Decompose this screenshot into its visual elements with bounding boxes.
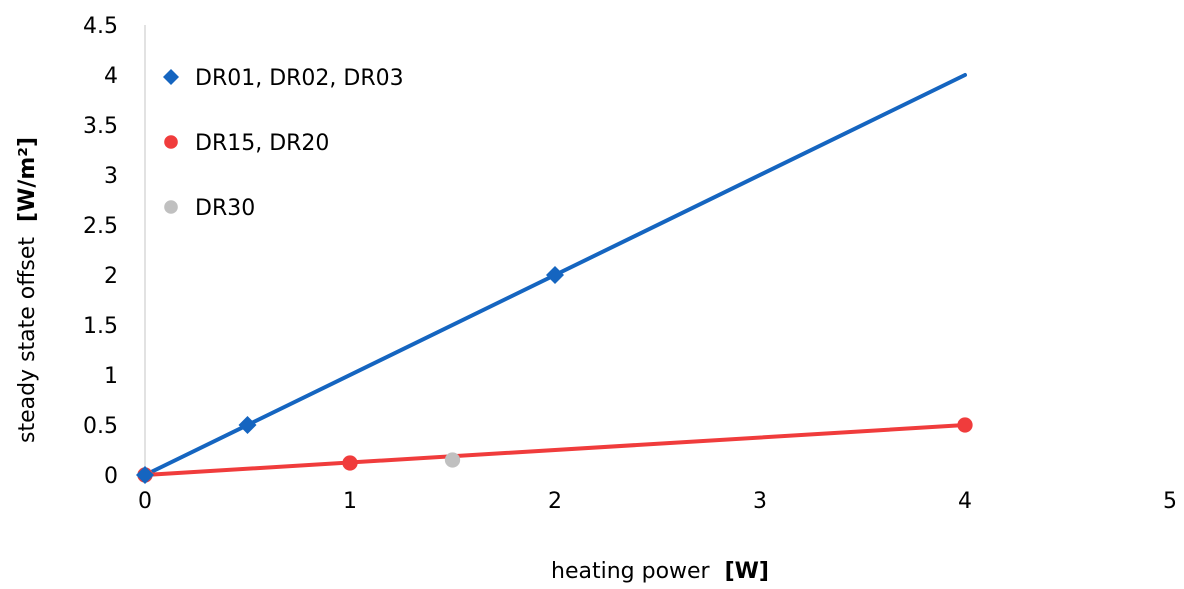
data-point [546,266,564,284]
legend-label: DR30 [195,196,255,221]
y-tick-label: 0 [104,464,118,489]
y-tick-label: 4.5 [83,14,118,39]
y-tick-label: 4 [104,64,118,89]
x-tick-label: 1 [343,489,357,514]
y-tick-label: 1.5 [83,314,118,339]
trend-line [143,423,967,477]
x-tick-label: 0 [138,489,152,514]
x-axis-title-text: heating power [551,559,711,584]
y-axis-title-unit: [W/m²] [15,137,40,222]
data-point [136,466,154,484]
legend-marker [163,69,179,85]
y-tick-label: 1 [104,364,118,389]
y-tick-label: 0.5 [83,414,118,439]
data-point [444,452,461,468]
data-point [957,417,973,433]
y-tick-label: 2 [104,264,118,289]
x-axis-title: heating power [W] [551,559,769,584]
x-tick-label: 4 [958,489,972,514]
x-tick-label: 2 [548,489,562,514]
legend-marker [164,135,178,149]
y-tick-label: 3 [104,164,118,189]
y-axis-title-text: steady state offset [15,237,40,443]
y-tick-label: 3.5 [83,114,118,139]
legend-marker [164,200,178,214]
y-tick-labels: 0 0.5 1 1.5 2 2.5 3 3.5 4 4.5 [83,14,118,489]
legend: DR01, DR02, DR03 DR15, DR20 DR30 [163,66,404,221]
x-tick-labels: 0 1 2 3 4 5 [138,489,1177,514]
x-axis-title-unit: [W] [725,559,769,584]
legend-label: DR01, DR02, DR03 [195,66,404,91]
data-point [238,416,257,434]
x-tick-label: 5 [1163,489,1177,514]
legend-label: DR15, DR20 [195,131,329,156]
x-tick-label: 3 [753,489,767,514]
data-point [342,455,358,471]
data-points [136,266,973,484]
y-axis-title: steady state offset [W/m²] [15,137,40,443]
y-tick-label: 2.5 [83,214,118,239]
